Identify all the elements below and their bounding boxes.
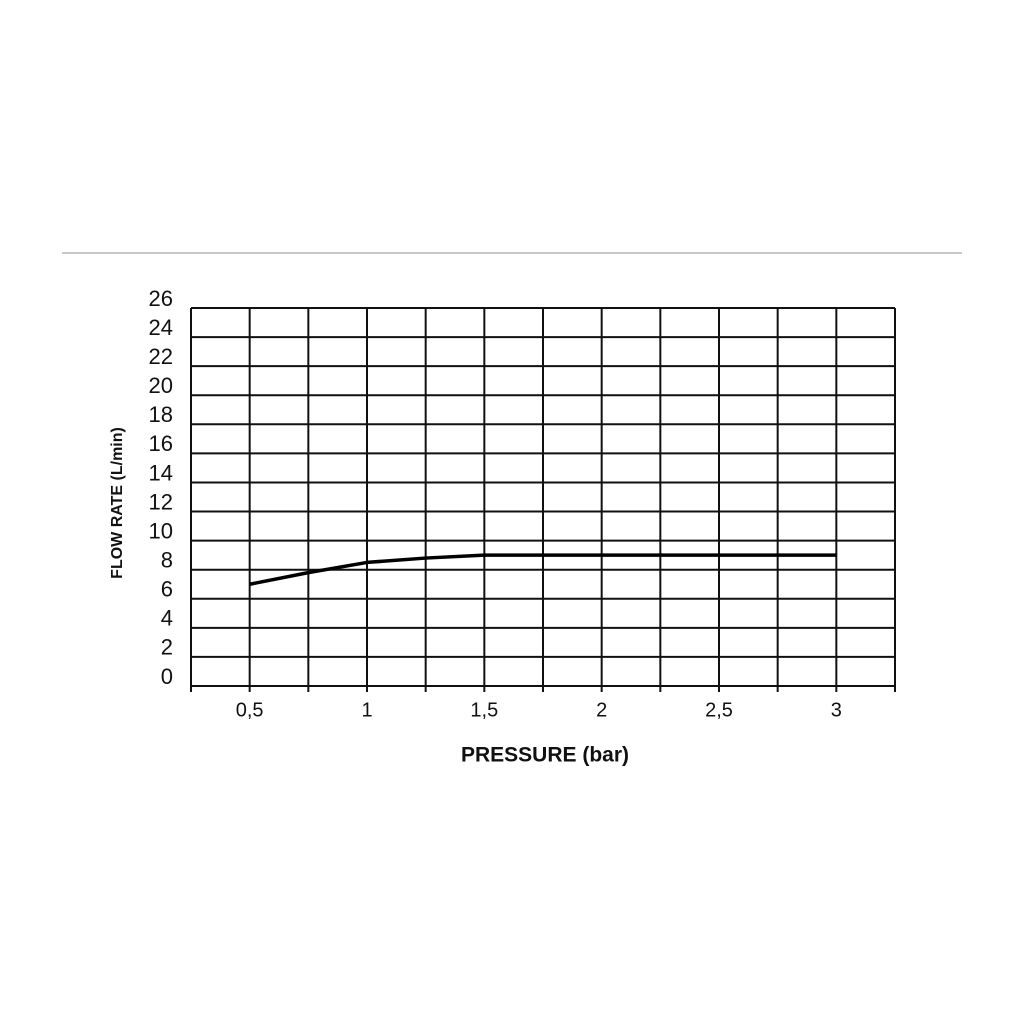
- y-tick-label: 26: [149, 286, 173, 311]
- y-tick-label: 8: [161, 548, 173, 573]
- data-line: [249, 553, 837, 586]
- x-tick-label: 3: [831, 699, 842, 721]
- y-tick-label: 4: [161, 606, 173, 631]
- y-axis-title: FLOW RATE (L/min): [109, 427, 126, 579]
- x-tick-label: 2: [596, 699, 607, 721]
- x-tick-label: 2,5: [705, 699, 733, 721]
- y-tick-label: 6: [161, 577, 173, 602]
- y-tick-label: 20: [149, 373, 173, 398]
- y-tick-label: 14: [149, 460, 173, 485]
- x-tick-label: 0,5: [236, 699, 264, 721]
- y-tick-label: 12: [149, 489, 173, 514]
- y-tick-label: 10: [149, 518, 173, 543]
- y-tick-label: 16: [149, 431, 173, 456]
- y-tick-label: 2: [161, 635, 173, 660]
- y-tick-label: 22: [149, 344, 173, 369]
- y-tick-label: 24: [149, 315, 173, 340]
- x-tick-label: 1: [361, 699, 372, 721]
- y-tick-label: 0: [161, 664, 173, 689]
- x-axis-title: PRESSURE (bar): [461, 744, 629, 767]
- x-tick-label: 1,5: [470, 699, 498, 721]
- y-tick-label: 18: [149, 402, 173, 427]
